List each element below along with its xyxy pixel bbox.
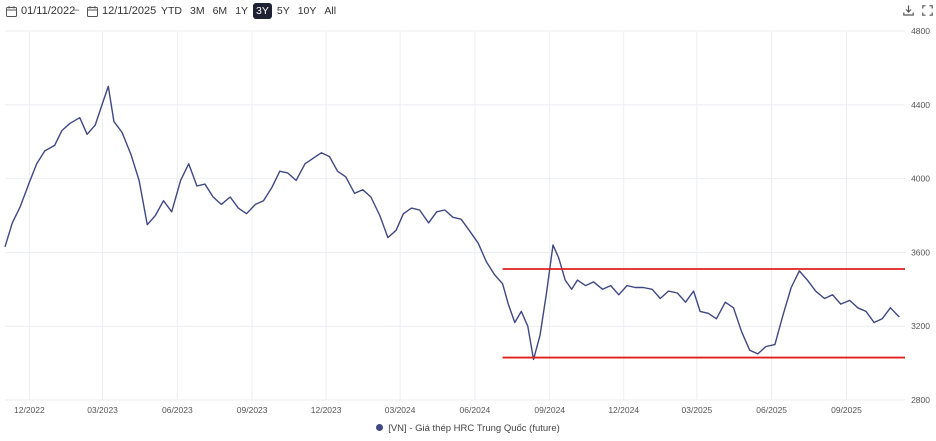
grid-lines xyxy=(5,30,905,401)
range-button-3y[interactable]: 3Y xyxy=(253,3,272,19)
y-tick-label: 2800 xyxy=(911,395,930,405)
end-date-picker[interactable]: 12/11/2025 xyxy=(87,3,156,19)
range-button-6m[interactable]: 6M xyxy=(212,5,228,17)
x-tick-label: 12/2023 xyxy=(311,405,342,415)
x-axis: 12/2022 03/2023 06/2023 09/2023 12/2023 03/20… xyxy=(14,405,862,415)
calendar-icon xyxy=(6,5,17,17)
y-tick-label: 4000 xyxy=(911,174,930,184)
x-tick-label: 03/2023 xyxy=(87,405,118,415)
y-tick-label: 4800 xyxy=(911,26,930,36)
y-axis: 2800 3200 3600 4000 4400 4800 xyxy=(911,26,930,405)
range-button-3m[interactable]: 3M xyxy=(190,5,205,17)
series-layer xyxy=(4,85,900,361)
x-tick-label: 09/2023 xyxy=(237,405,268,415)
x-tick-label: 06/2024 xyxy=(460,405,491,415)
x-tick-label: 09/2025 xyxy=(831,405,862,415)
legend-marker xyxy=(376,424,384,431)
range-button-ytd[interactable]: YTD xyxy=(161,5,182,17)
x-tick-label: 03/2024 xyxy=(385,405,416,415)
y-tick-label: 3200 xyxy=(911,321,930,331)
chart-toolbar: 01/11/2022 – 12/11/2025 YTD 3M 6M 1Y 3Y … xyxy=(0,0,936,24)
series-line xyxy=(4,85,900,361)
date-separator: – xyxy=(73,4,80,16)
annotations-layer xyxy=(502,268,905,359)
x-tick-label: 06/2023 xyxy=(162,405,193,415)
x-tick-label: 12/2024 xyxy=(608,405,639,415)
x-tick-label: 12/2022 xyxy=(14,405,45,415)
range-button-5y[interactable]: 5Y xyxy=(276,5,290,17)
start-date-picker[interactable]: 01/11/2022 xyxy=(6,3,75,19)
x-tick-label: 03/2025 xyxy=(682,405,713,415)
range-button-all[interactable]: All xyxy=(324,5,337,17)
chart-legend[interactable]: [VN] - Giá thép HRC Trung Quốc (future) xyxy=(0,423,936,434)
range-button-10y[interactable]: 10Y xyxy=(297,5,317,17)
y-tick-label: 3600 xyxy=(911,247,930,257)
x-tick-label: 06/2025 xyxy=(756,405,787,415)
range-button-1y[interactable]: 1Y xyxy=(235,5,249,17)
download-icon[interactable] xyxy=(903,5,914,16)
legend-label: [VN] - Giá thép HRC Trung Quốc (future) xyxy=(388,423,560,434)
y-tick-label: 4400 xyxy=(911,100,930,110)
x-tick-label: 09/2024 xyxy=(534,405,565,415)
end-date-value: 12/11/2025 xyxy=(102,5,157,17)
fullscreen-icon[interactable] xyxy=(922,5,933,16)
range-selector: YTD 3M 6M 1Y 3Y 5Y 10Y All xyxy=(158,3,339,19)
start-date-value: 01/11/2022 xyxy=(21,5,76,17)
calendar-icon xyxy=(87,5,98,17)
